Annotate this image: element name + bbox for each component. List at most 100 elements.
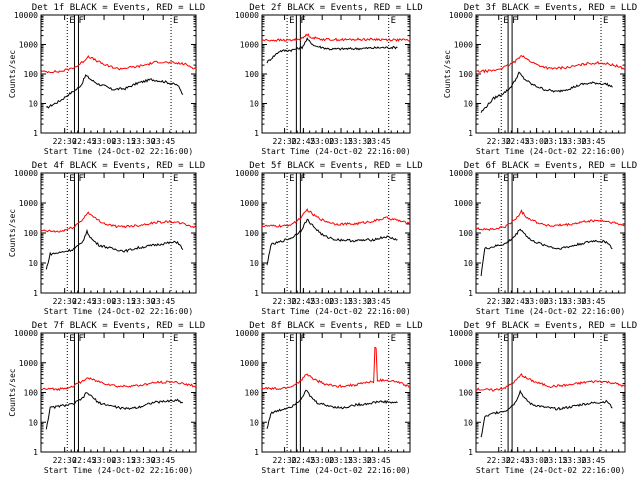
x-tick-label: 23:45	[581, 456, 605, 465]
events-series-line	[266, 37, 398, 64]
y-tick-label: 10000	[14, 11, 38, 20]
y-tick-label: 10	[463, 259, 473, 268]
y-tick-label: 10	[28, 259, 38, 268]
x-tick-label: 22:30	[487, 297, 511, 306]
y-tick-label: 1	[254, 289, 259, 298]
plot-title: Det 8f BLACK = Events, RED = LLD	[249, 321, 422, 331]
y-axis-title: Counts/sec	[8, 50, 17, 98]
x-axis-title: Start Time (24-Oct-02 22:16:00)	[44, 147, 193, 156]
detector-panel-4: Det 4f BLACK = Events, RED = LLD 1 10 100 10…	[8, 161, 205, 316]
events-series-line	[480, 71, 613, 113]
y-tick-label: 10	[28, 418, 38, 427]
lld-series-line	[475, 54, 626, 74]
x-axis-title: Start Time (24-Oct-02 22:16:00)	[44, 307, 193, 316]
x-tick-label: 23:00	[525, 297, 549, 306]
interval-marker-label: F	[512, 174, 517, 184]
detector-panel-3: Det 3f BLACK = Events, RED = LLD 1 10 100 10…	[443, 3, 637, 156]
x-tick-label: 23:30	[131, 297, 155, 306]
interval-marker-label: E	[289, 334, 294, 344]
interval-marker-label: E	[173, 334, 178, 344]
detector-panel-8: Det 8f BLACK = Events, RED = LLD 1 10 100 10…	[235, 321, 423, 475]
y-tick-label: 1000	[454, 41, 473, 50]
y-tick-label: 10000	[14, 329, 38, 338]
interval-marker-label: E	[391, 174, 396, 184]
y-tick-label: 10000	[449, 11, 473, 20]
y-tick-label: 1	[33, 289, 38, 298]
x-tick-label: 23:00	[525, 456, 549, 465]
x-tick-label: 23:00	[310, 297, 334, 306]
y-axis-title: Counts/sec	[8, 368, 17, 416]
y-tick-label: 1000	[240, 359, 259, 368]
x-tick-label: 23:00	[92, 297, 116, 306]
plot-frame	[475, 172, 626, 294]
interval-marker-label: E	[289, 16, 294, 26]
interval-marker-label: F	[512, 16, 517, 26]
y-tick-label: 10	[28, 100, 38, 109]
interval-marker-label: E	[69, 334, 74, 344]
y-tick-label: 1	[468, 129, 473, 138]
x-tick-label: 23:45	[367, 297, 391, 306]
interval-marker-label: E	[503, 174, 508, 184]
x-tick-label: 23:45	[581, 137, 605, 146]
detector-panel-7: Det 7f BLACK = Events, RED = LLD 1 10 100 10…	[8, 321, 205, 475]
events-series-line	[480, 389, 613, 438]
x-tick-label: 22:45	[291, 137, 315, 146]
y-tick-label: 100	[245, 389, 260, 398]
events-series-line	[266, 389, 398, 429]
x-axis-title: Start Time (24-Oct-02 22:16:00)	[261, 307, 410, 316]
x-tick-label: 23:45	[367, 137, 391, 146]
y-tick-label: 10000	[235, 11, 259, 20]
events-series-line	[46, 74, 184, 109]
detector-panel-5: Det 5f BLACK = Events, RED = LLD 1 10 100 10…	[235, 161, 423, 316]
interval-marker-label: F	[300, 16, 305, 26]
x-tick-label: 22:45	[291, 456, 315, 465]
x-tick-label: 23:45	[151, 297, 175, 306]
plot-title: Det 5f BLACK = Events, RED = LLD	[249, 161, 422, 171]
interval-marker-label: E	[69, 174, 74, 184]
interval-marker-label: F	[78, 334, 83, 344]
x-tick-label: 22:30	[487, 456, 511, 465]
y-tick-label: 100	[24, 389, 39, 398]
plot-frame	[261, 172, 411, 294]
y-axis-title: Counts/sec	[443, 50, 452, 98]
x-tick-label: 23:45	[367, 456, 391, 465]
interval-marker-label: E	[503, 16, 508, 26]
lld-series-line	[475, 209, 626, 232]
x-tick-label: 22:45	[506, 297, 530, 306]
y-tick-label: 100	[24, 70, 39, 79]
y-tick-label: 1000	[240, 199, 259, 208]
y-tick-label: 10000	[235, 329, 259, 338]
plot-frame	[40, 172, 197, 294]
x-tick-label: 23:30	[562, 456, 586, 465]
y-tick-label: 100	[245, 229, 260, 238]
y-tick-label: 1	[33, 129, 38, 138]
plot-frame	[475, 14, 626, 134]
plot-title: Det 7f BLACK = Events, RED = LLD	[32, 321, 205, 331]
x-tick-label: 22:30	[487, 137, 511, 146]
y-tick-label: 10000	[14, 169, 38, 178]
plot-title: Det 2f BLACK = Events, RED = LLD	[249, 3, 422, 13]
x-tick-label: 23:15	[329, 137, 353, 146]
plot-frame	[261, 332, 411, 453]
y-tick-label: 10000	[449, 169, 473, 178]
x-tick-label: 22:45	[291, 297, 315, 306]
y-tick-label: 1000	[19, 41, 38, 50]
x-tick-label: 23:45	[151, 137, 175, 146]
x-tick-label: 22:45	[72, 456, 96, 465]
interval-marker-label: E	[603, 174, 608, 184]
interval-marker-label: E	[391, 16, 396, 26]
x-tick-label: 23:15	[112, 297, 136, 306]
plot-title: Det 3f BLACK = Events, RED = LLD	[464, 3, 637, 13]
x-tick-label: 23:30	[348, 456, 372, 465]
y-tick-label: 10	[463, 100, 473, 109]
interval-marker-label: F	[300, 174, 305, 184]
interval-marker-label: F	[300, 334, 305, 344]
plot-frame	[40, 14, 197, 134]
x-tick-label: 23:00	[310, 456, 334, 465]
interval-marker-label: E	[69, 16, 74, 26]
y-tick-label: 10	[249, 100, 259, 109]
x-tick-label: 22:30	[273, 456, 297, 465]
x-axis-title: Start Time (24-Oct-02 22:16:00)	[476, 307, 625, 316]
interval-marker-label: E	[603, 334, 608, 344]
